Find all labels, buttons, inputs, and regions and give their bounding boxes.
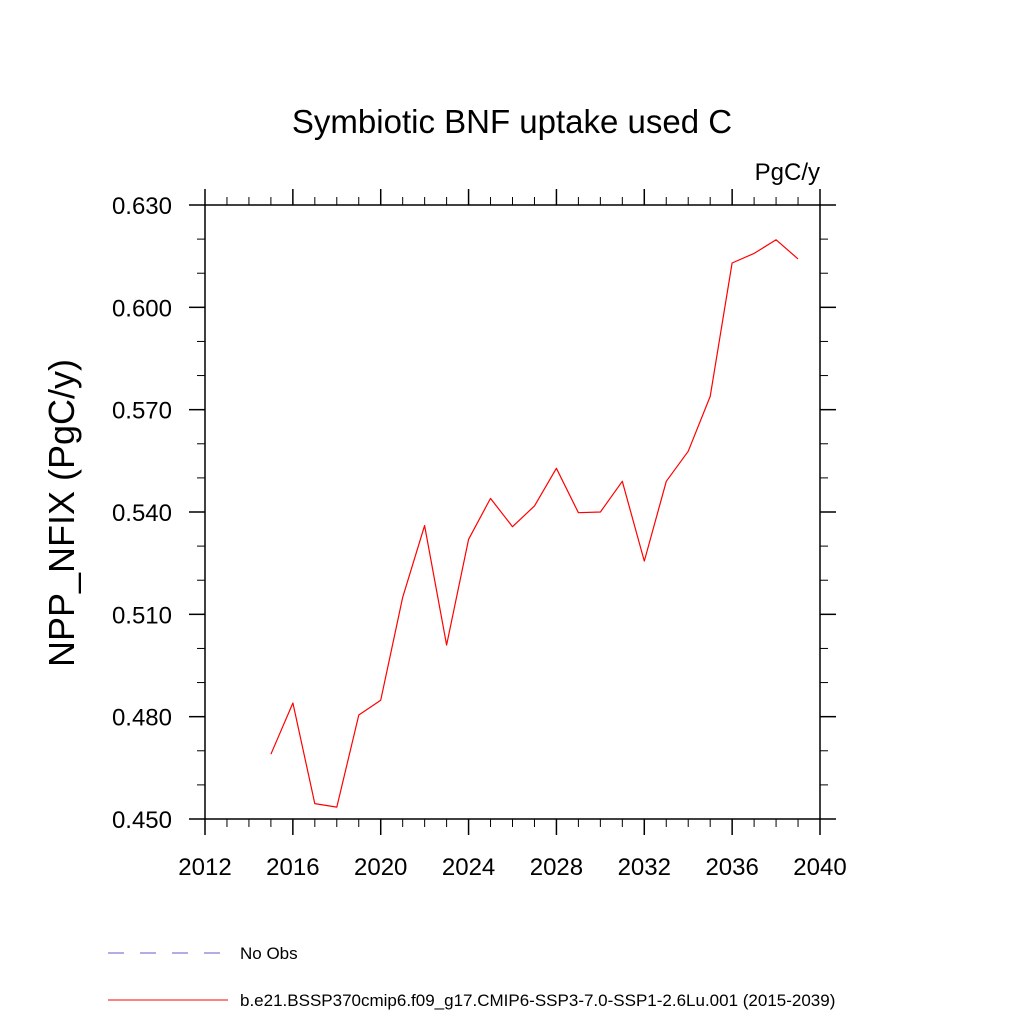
y-tick-label: 0.540 xyxy=(112,500,172,527)
y-tick-label: 0.630 xyxy=(112,193,172,220)
legend-label: b.e21.BSSP370cmip6.f09_g17.CMIP6-SSP3-7.… xyxy=(240,991,835,1010)
y-tick-label: 0.570 xyxy=(112,398,172,425)
x-tick-label: 2012 xyxy=(178,854,231,881)
x-tick-label: 2036 xyxy=(705,854,758,881)
series-line xyxy=(270,239,799,808)
y-axis-label: NPP_NFIX (PgC/y) xyxy=(41,359,82,667)
x-tick-label: 2024 xyxy=(442,854,495,881)
legend-label: No Obs xyxy=(240,944,298,963)
x-tick-label: 2028 xyxy=(530,854,583,881)
y-tick-label: 0.450 xyxy=(112,807,172,834)
x-tick-label: 2040 xyxy=(793,854,846,881)
chart-title: Symbiotic BNF uptake used C xyxy=(292,103,732,140)
plot-frame xyxy=(204,204,821,820)
x-tick-label: 2020 xyxy=(354,854,407,881)
y-tick-label: 0.510 xyxy=(112,602,172,629)
x-tick-label: 2016 xyxy=(266,854,319,881)
x-tick-label: 2032 xyxy=(618,854,671,881)
y-tick-label: 0.480 xyxy=(112,705,172,732)
y-tick-label: 0.600 xyxy=(112,295,172,322)
units-label: PgC/y xyxy=(755,159,820,186)
